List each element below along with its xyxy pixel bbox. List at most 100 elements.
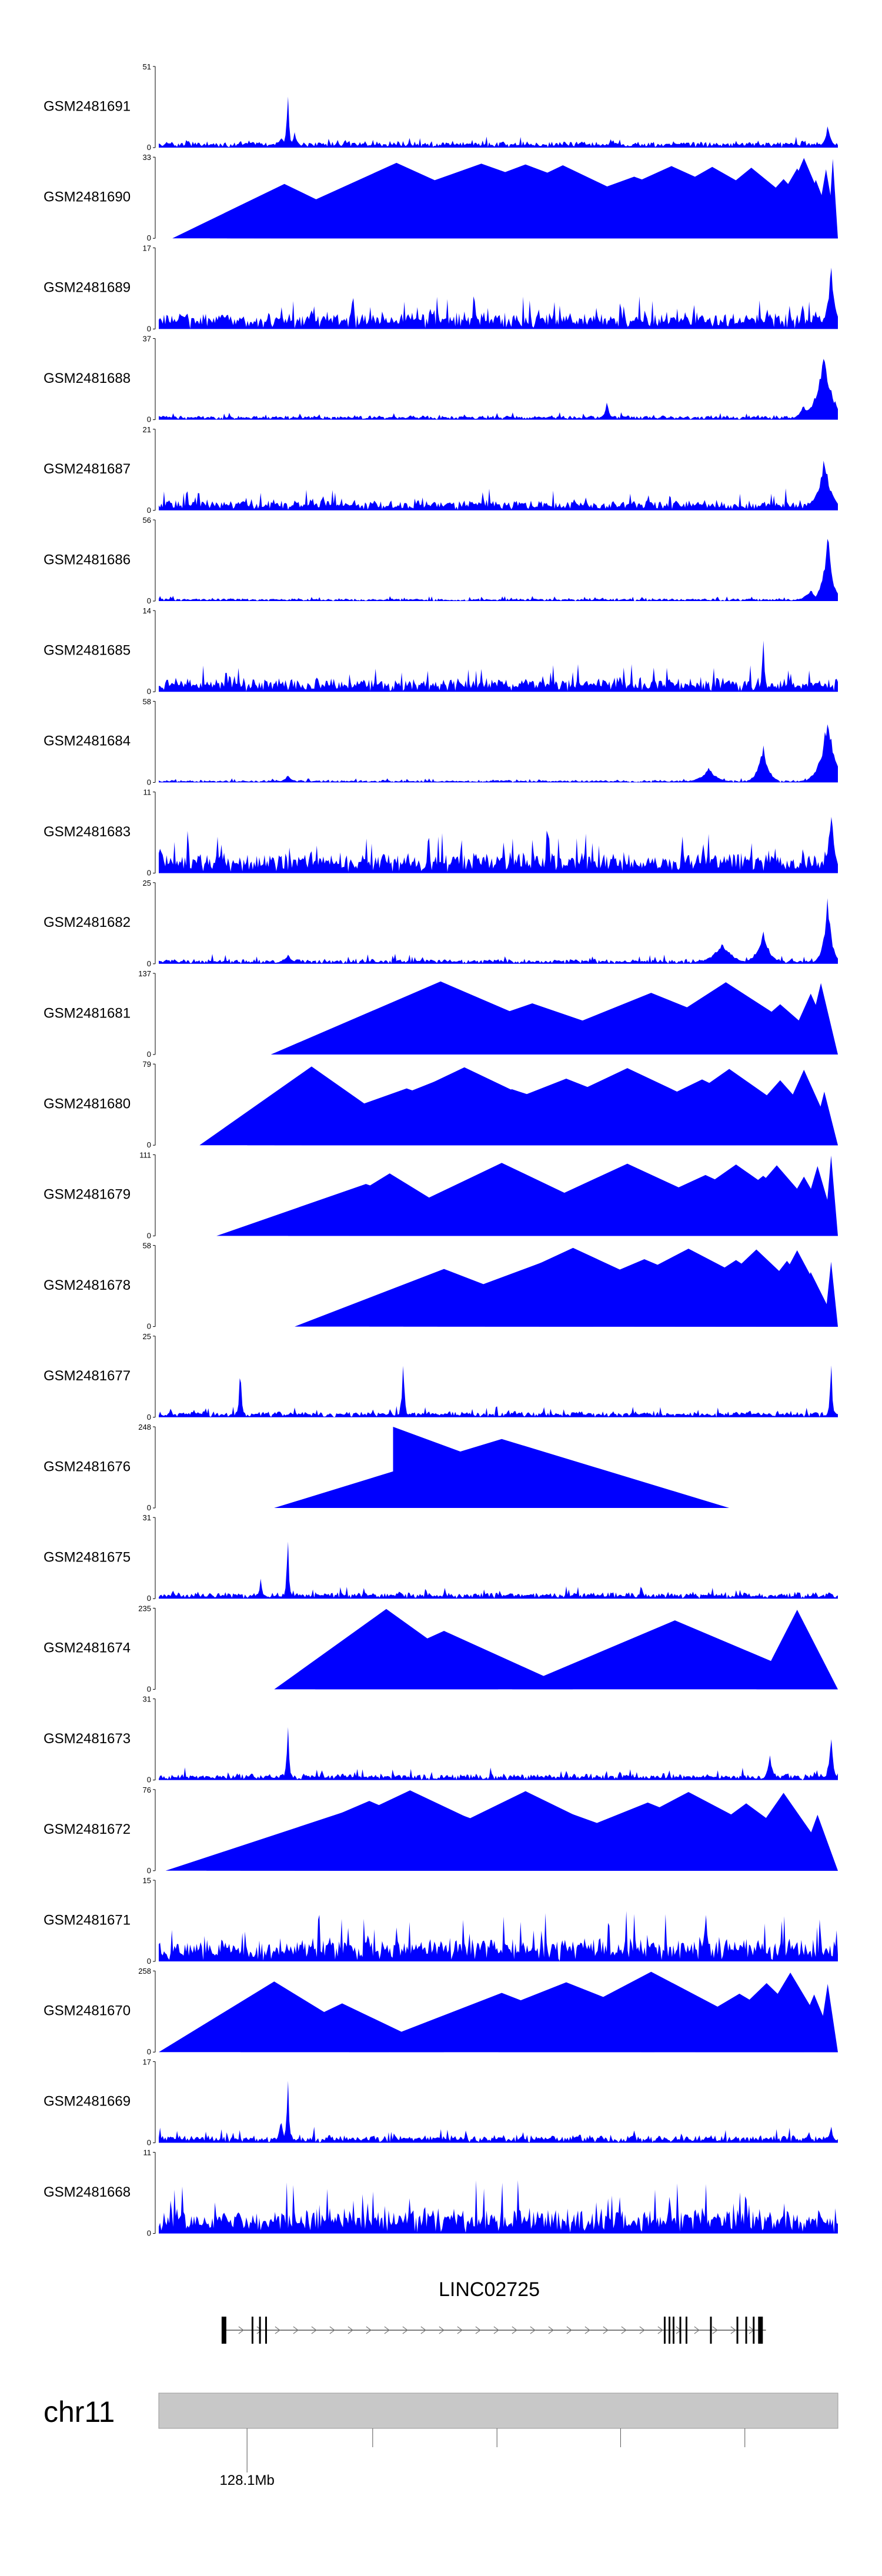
strand-arrow bbox=[311, 2326, 317, 2334]
y-min-label: 0 bbox=[147, 2138, 151, 2147]
track-GSM2481680: GSM2481680 79 0 bbox=[44, 1060, 838, 1149]
track-GSM2481681: GSM2481681 137 0 bbox=[44, 969, 838, 1059]
chromosome-ideogram bbox=[158, 2393, 838, 2429]
y-max-label: 17 bbox=[143, 243, 151, 252]
y-max-label: 258 bbox=[138, 1967, 151, 1976]
y-max-label: 31 bbox=[143, 1695, 151, 1704]
signal-area bbox=[159, 2081, 838, 2143]
signal-area bbox=[159, 539, 838, 601]
signal-triangle bbox=[817, 1984, 838, 2053]
y-min-label: 0 bbox=[147, 1322, 151, 1331]
signal-area bbox=[159, 268, 838, 329]
track-GSM2481682: GSM2481682 25 0 bbox=[44, 879, 838, 968]
strand-arrow bbox=[493, 2326, 499, 2334]
strand-arrow bbox=[420, 2326, 426, 2334]
y-min-label: 0 bbox=[147, 1231, 151, 1240]
track-GSM2481684: GSM2481684 58 0 bbox=[44, 697, 838, 786]
track-label: GSM2481687 bbox=[44, 461, 131, 477]
track-label: GSM2481685 bbox=[44, 643, 131, 659]
track-label: GSM2481680 bbox=[44, 1096, 131, 1112]
gene-exon bbox=[265, 2317, 267, 2344]
strand-arrow bbox=[293, 2326, 299, 2334]
track-label: GSM2481676 bbox=[44, 1459, 131, 1474]
track-label: GSM2481670 bbox=[44, 2003, 131, 2019]
track-GSM2481679: GSM2481679 111 0 bbox=[44, 1150, 838, 1240]
signal-area bbox=[159, 1727, 838, 1780]
strand-arrow bbox=[402, 2326, 408, 2334]
track-GSM2481688: GSM2481688 37 0 bbox=[44, 335, 838, 424]
gene-name-label: LINC02725 bbox=[439, 2278, 540, 2301]
y-min-label: 0 bbox=[147, 1957, 151, 1966]
signal-triangle bbox=[315, 1631, 573, 1690]
y-max-label: 11 bbox=[143, 788, 152, 797]
strand-arrow bbox=[603, 2326, 609, 2334]
signal-triangle bbox=[824, 1262, 838, 1327]
signal-triangle bbox=[810, 1092, 838, 1146]
track-GSM2481674: GSM2481674 235 0 bbox=[44, 1604, 838, 1693]
track-GSM2481668: GSM2481668 11 0 bbox=[44, 2148, 838, 2238]
signal-area bbox=[159, 816, 838, 873]
track-GSM2481672: GSM2481672 76 0 bbox=[44, 1786, 838, 1875]
track-label: GSM2481677 bbox=[44, 1368, 131, 1384]
y-min-label: 0 bbox=[147, 2229, 151, 2238]
strand-arrow bbox=[366, 2326, 372, 2334]
track-GSM2481687: GSM2481687 21 0 bbox=[44, 425, 838, 515]
track-GSM2481671: GSM2481671 15 0 bbox=[44, 1876, 838, 1966]
strand-arrow bbox=[256, 2326, 262, 2334]
x-tick-label: 128.1Mb bbox=[219, 2472, 274, 2488]
signal-area bbox=[159, 1911, 838, 1961]
signal-area bbox=[159, 724, 838, 783]
track-label: GSM2481686 bbox=[44, 552, 131, 568]
y-min-label: 0 bbox=[147, 959, 151, 968]
y-min-label: 0 bbox=[147, 233, 151, 242]
track-label: GSM2481684 bbox=[44, 733, 131, 749]
strand-arrow bbox=[530, 2326, 536, 2334]
track-GSM2481678: GSM2481678 58 0 bbox=[44, 1242, 838, 1331]
y-min-label: 0 bbox=[147, 2047, 151, 2056]
signal-wedge bbox=[274, 1427, 614, 1508]
gene-exon bbox=[251, 2317, 253, 2344]
y-max-label: 79 bbox=[143, 1060, 151, 1069]
signal-triangle bbox=[797, 1814, 838, 1871]
y-max-label: 33 bbox=[143, 153, 151, 162]
strand-arrow bbox=[639, 2326, 645, 2334]
signal-triangle bbox=[512, 1620, 838, 1690]
track-label: GSM2481679 bbox=[44, 1187, 131, 1203]
y-max-label: 14 bbox=[143, 606, 151, 615]
y-min-label: 0 bbox=[147, 778, 151, 786]
y-min-label: 0 bbox=[147, 687, 151, 696]
track-GSM2481677: GSM2481677 25 0 bbox=[44, 1332, 838, 1422]
y-max-label: 58 bbox=[143, 1242, 151, 1250]
y-max-label: 76 bbox=[143, 1786, 151, 1794]
y-max-label: 25 bbox=[143, 1332, 151, 1341]
y-max-label: 25 bbox=[143, 879, 151, 887]
y-max-label: 17 bbox=[143, 2057, 151, 2066]
strand-arrow bbox=[584, 2326, 590, 2334]
y-min-label: 0 bbox=[147, 596, 151, 605]
strand-arrow bbox=[694, 2326, 700, 2334]
y-max-label: 58 bbox=[143, 697, 151, 706]
track-label: GSM2481681 bbox=[44, 1005, 131, 1021]
gene-track: LINC02725 bbox=[221, 2278, 766, 2344]
signal-area bbox=[159, 461, 838, 510]
track-GSM2481675: GSM2481675 31 0 bbox=[44, 1513, 838, 1603]
signal-area bbox=[159, 1541, 838, 1599]
strand-arrow bbox=[548, 2326, 554, 2334]
track-GSM2481689: GSM2481689 17 0 bbox=[44, 243, 838, 333]
y-min-label: 0 bbox=[147, 143, 151, 152]
signal-triangle bbox=[783, 1272, 838, 1327]
y-max-label: 248 bbox=[138, 1423, 151, 1432]
track-label: GSM2481673 bbox=[44, 1731, 131, 1747]
y-min-label: 0 bbox=[147, 506, 151, 515]
y-min-label: 0 bbox=[147, 1776, 151, 1784]
gene-exon bbox=[221, 2317, 226, 2344]
track-GSM2481673: GSM2481673 31 0 bbox=[44, 1695, 838, 1784]
y-max-label: 111 bbox=[139, 1150, 151, 1159]
y-max-label: 11 bbox=[143, 2148, 152, 2157]
y-max-label: 51 bbox=[143, 62, 151, 71]
strand-arrow bbox=[475, 2326, 481, 2334]
y-min-label: 0 bbox=[147, 1140, 151, 1149]
gene-exon bbox=[736, 2317, 739, 2344]
y-min-label: 0 bbox=[147, 1866, 151, 1875]
